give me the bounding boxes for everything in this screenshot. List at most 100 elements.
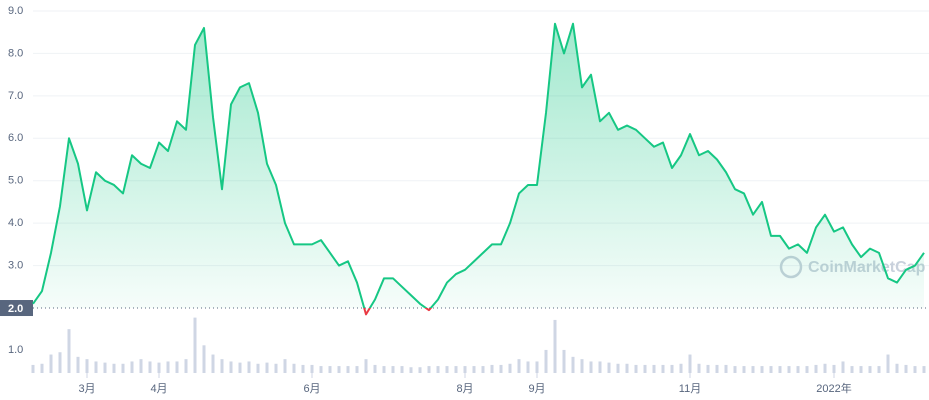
volume-bar <box>580 359 584 373</box>
volume-bar <box>868 366 872 373</box>
volume-bar <box>193 317 197 373</box>
volume-bar <box>526 361 530 373</box>
volume-bar <box>796 366 800 373</box>
volume-bar <box>373 364 377 373</box>
volume-bar <box>481 366 485 373</box>
volume-bar <box>355 366 359 373</box>
volume-bar <box>832 364 836 373</box>
volume-bar <box>76 356 80 373</box>
volume-bar <box>130 361 134 373</box>
y-tick-label: 3.0 <box>8 259 23 271</box>
volume-bar <box>634 364 638 373</box>
volume-bar <box>283 359 287 373</box>
volume-bar <box>310 364 314 373</box>
volume-bar <box>391 366 395 373</box>
volume-bar <box>274 363 278 373</box>
volume-bar <box>553 319 557 373</box>
volume-bar <box>787 366 791 373</box>
volume-bar <box>499 364 503 373</box>
volume-bar <box>769 366 773 373</box>
volume-bar <box>544 349 548 373</box>
volume-bar <box>904 364 908 373</box>
y-tick-label: 5.0 <box>8 175 23 187</box>
volume-bar <box>319 366 323 373</box>
y-tick-label: 2.0 <box>8 303 23 315</box>
volume-bar <box>616 363 620 373</box>
volume-bar <box>49 354 53 373</box>
volume-bar <box>247 361 251 373</box>
volume-bar <box>661 364 665 373</box>
y2-tick-label: 1.0 <box>8 344 23 356</box>
price-area <box>33 23 924 315</box>
volume-bar <box>211 354 215 373</box>
volume-bar <box>157 362 161 373</box>
y-tick-label: 8.0 <box>8 47 23 59</box>
y-tick-label: 6.0 <box>8 132 23 144</box>
volume-bar <box>148 361 152 373</box>
volume-bar <box>562 349 566 373</box>
volume-bar <box>895 363 899 373</box>
volume-bar <box>103 362 107 373</box>
volume-bar <box>436 366 440 373</box>
volume-bar <box>202 345 206 373</box>
volume-bar <box>724 364 728 373</box>
volume-bar <box>382 366 386 373</box>
volume-bar <box>841 361 845 373</box>
volume-bar <box>805 366 809 373</box>
volume-bar <box>364 359 368 373</box>
volume-bar <box>679 363 683 373</box>
volume-bar <box>697 363 701 373</box>
volume-bar <box>463 366 467 373</box>
y-tick-label: 9.0 <box>8 5 23 17</box>
volume-bar <box>670 364 674 373</box>
volume-bar <box>652 364 656 373</box>
volume-bar <box>850 366 854 373</box>
volume-bar <box>607 362 611 373</box>
volume-bar <box>706 364 710 373</box>
volume-bar <box>589 361 593 373</box>
volume-bar <box>886 354 890 373</box>
volume-bar <box>31 364 35 373</box>
volume-bar <box>85 359 89 373</box>
volume-bar <box>427 366 431 373</box>
x-tick-label: 4月 <box>150 383 167 395</box>
volume-bar <box>337 366 341 373</box>
volume-bar <box>409 367 413 373</box>
volume-bar <box>220 359 224 373</box>
volume-bar <box>400 366 404 373</box>
volume-bar <box>598 361 602 373</box>
volume-bar <box>229 361 233 373</box>
volume-bar <box>823 363 827 373</box>
volume-bar <box>751 366 755 373</box>
y-tick-label: 7.0 <box>8 90 23 102</box>
volume-bar <box>913 366 917 373</box>
x-tick-label: 6月 <box>303 383 320 395</box>
x-tick-label: 8月 <box>456 383 473 395</box>
volume-bar <box>175 361 179 373</box>
volume-bar <box>742 366 746 373</box>
volume-bar <box>859 366 863 373</box>
volume-bar <box>814 364 818 373</box>
x-tick-label: 11月 <box>679 383 701 395</box>
x-tick-label: 3月 <box>78 383 95 395</box>
volume-bar <box>184 359 188 373</box>
volume-bar <box>301 364 305 373</box>
volume-bar <box>625 363 629 373</box>
volume-bar <box>166 361 170 373</box>
volume-bar <box>346 366 350 373</box>
volume-bar <box>121 363 125 373</box>
baseline-label-box <box>0 300 33 317</box>
volume-bar <box>454 366 458 373</box>
volume-bar <box>733 366 737 373</box>
volume-bar <box>715 364 719 373</box>
price-line <box>32 22 925 316</box>
volume-bar <box>139 359 143 373</box>
volume-bar <box>490 364 494 373</box>
volume-bar <box>445 366 449 373</box>
volume-bar <box>922 366 926 373</box>
volume-bar <box>292 363 296 373</box>
volume-bar <box>760 366 764 373</box>
volume-bar <box>256 363 260 373</box>
volume-bar <box>112 363 116 373</box>
volume-bar <box>778 366 782 373</box>
